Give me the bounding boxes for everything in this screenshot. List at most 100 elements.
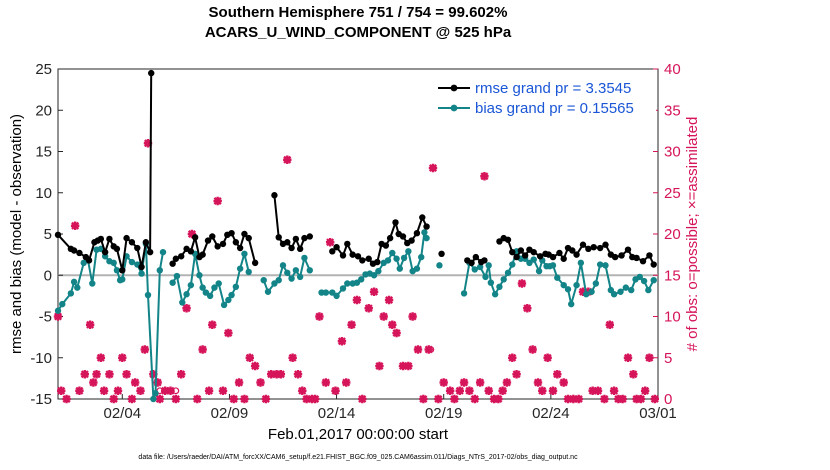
bias-marker: [292, 267, 300, 274]
bias-marker: [400, 254, 408, 262]
obs-assimilated-marker: [325, 238, 335, 247]
obs-assimilated-marker: [99, 386, 109, 395]
obs-assimilated-marker: [53, 312, 63, 321]
obs-possible-marker: [427, 346, 435, 353]
rmse-marker: [481, 257, 488, 264]
obs-possible-marker: [172, 387, 180, 395]
y2-tick-label: 35: [664, 102, 681, 119]
rmse-marker: [413, 229, 421, 237]
rmse-marker: [329, 248, 336, 255]
legend-rmse-marker: [450, 84, 458, 92]
bias-marker: [602, 262, 609, 269]
y-tick-label: 15: [35, 144, 52, 161]
obs-assimilated-marker: [593, 386, 603, 395]
obs-assimilated-marker: [118, 353, 127, 362]
obs-assimilated-marker: [92, 370, 101, 379]
obs-assimilated-marker: [234, 378, 244, 387]
obs-assimilated-marker: [57, 386, 66, 395]
bias-marker: [564, 286, 572, 293]
rmse-marker: [54, 231, 62, 239]
obs-assimilated-marker: [204, 386, 214, 395]
obs-assimilated-marker: [538, 386, 547, 395]
rmse-marker: [585, 245, 592, 253]
obs-assimilated-marker: [645, 353, 654, 362]
rmse-marker: [382, 242, 390, 249]
obs-assimilated-marker: [85, 320, 95, 329]
rmse-marker: [399, 233, 407, 240]
obs-assimilated-marker: [498, 386, 507, 395]
obs-assimilated-marker: [89, 378, 98, 387]
obs-assimilated-marker: [489, 394, 499, 404]
rmse-marker: [517, 247, 525, 254]
bias-marker: [370, 272, 378, 279]
obs-assimilated-marker: [130, 378, 140, 387]
obs-assimilated-marker: [160, 386, 170, 395]
obs-assimilated-marker: [153, 378, 162, 387]
obs-assimilated-marker: [213, 196, 222, 206]
bias-marker: [645, 286, 652, 294]
y2-tick-label: 25: [664, 185, 681, 202]
obs-assimilated-marker: [543, 353, 552, 362]
bias-marker: [471, 266, 478, 273]
obs-assimilated-marker: [302, 394, 311, 404]
rmse-marker: [245, 234, 252, 242]
bias-marker: [279, 262, 287, 269]
bias-marker: [89, 280, 96, 287]
rmse-marker: [333, 244, 340, 251]
rmse-marker: [228, 229, 235, 237]
obs-assimilated-marker: [364, 304, 373, 313]
legend-bias-marker: [450, 104, 458, 112]
bias-marker: [413, 265, 421, 272]
y-tick-label: 25: [35, 61, 52, 78]
bias-marker: [196, 272, 203, 279]
bias-marker: [568, 300, 575, 308]
x-tick-label: 02/19: [425, 405, 463, 422]
bias-marker: [617, 288, 624, 295]
rmse-marker: [123, 234, 130, 242]
obs-assimilated-marker: [600, 394, 609, 404]
rmse-marker: [509, 248, 516, 256]
y2-tick-label: 5: [664, 350, 672, 367]
x-tick-label: 02/14: [318, 405, 356, 422]
obs-assimilated-marker: [494, 394, 503, 404]
bias-marker: [138, 270, 145, 277]
rmse-marker: [187, 248, 195, 255]
bias-marker: [423, 234, 430, 242]
obs-assimilated-marker: [512, 370, 521, 379]
obs-assimilated-marker: [267, 370, 276, 379]
obs-assimilated-marker: [465, 386, 474, 395]
x-tick-label: 02/09: [211, 405, 249, 422]
rmse-marker: [134, 244, 141, 252]
rmse-marker: [392, 219, 399, 226]
obs-assimilated-marker: [198, 345, 207, 354]
y-tick-label: -15: [30, 391, 52, 408]
obs-assimilated-marker: [650, 394, 659, 404]
obs-assimilated-marker: [392, 328, 401, 338]
bias-marker: [119, 276, 126, 283]
rmse-marker: [296, 245, 304, 253]
obs-assimilated-marker: [261, 394, 271, 404]
obs-assimilated-marker: [105, 370, 114, 379]
obs-assimilated-marker: [62, 394, 71, 404]
obs-assimilated-marker: [588, 386, 597, 395]
obs-assimilated-marker: [155, 394, 164, 404]
rmse-marker: [146, 248, 154, 256]
obs-assimilated-marker: [609, 386, 619, 395]
obs-assimilated-marker: [80, 370, 89, 379]
rmse-marker: [549, 253, 557, 261]
obs-assimilated-marker: [629, 370, 638, 379]
obs-assimilated-marker: [208, 320, 217, 329]
obs-assimilated-marker: [136, 386, 145, 395]
bias-marker: [491, 291, 499, 298]
bias-marker: [622, 284, 630, 291]
obs-assimilated-marker: [404, 361, 413, 371]
rmse-marker: [275, 234, 282, 241]
rmse-marker: [138, 263, 145, 271]
bias-marker: [476, 263, 484, 271]
y2-tick-label: 0: [664, 391, 672, 408]
rmse-marker: [301, 234, 308, 242]
rmse-marker: [101, 248, 109, 256]
bias-marker: [396, 265, 403, 272]
rmse-marker: [359, 257, 366, 264]
y-axis-label: rmse and bias (model - observation): [8, 114, 25, 354]
